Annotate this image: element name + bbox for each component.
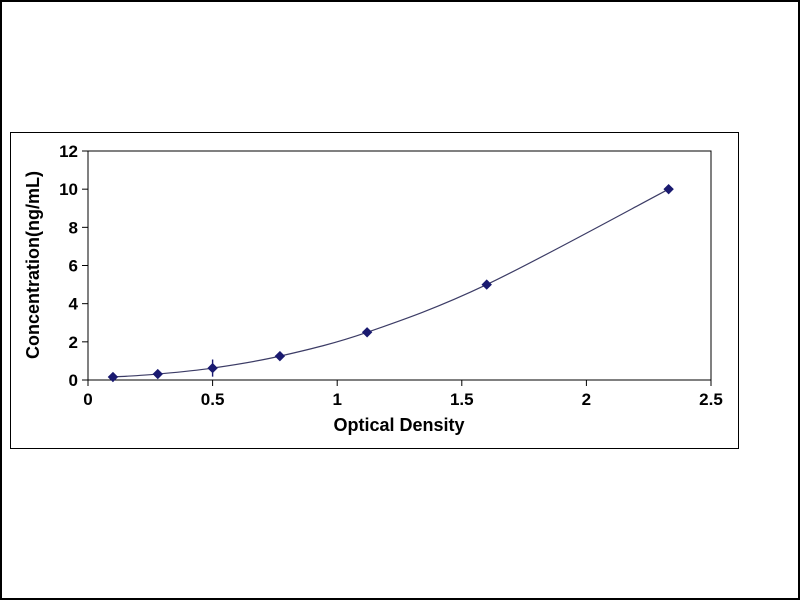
plot-area-border: [87, 150, 712, 381]
x-tick-label: 0.5: [201, 390, 225, 409]
data-point-marker: [207, 362, 218, 374]
x-tick-label: 2.5: [699, 390, 723, 409]
y-tick-label: 8: [69, 218, 78, 237]
data-point-marker: [107, 371, 119, 383]
standard-curve-plot: 0 2 4 6 8 10 12 0 0.5 1 1.5 2 2.5: [59, 142, 723, 409]
y-tick-label: 2: [69, 333, 78, 352]
data-point-marker: [152, 368, 163, 380]
x-tick-label: 1: [332, 390, 341, 409]
y-tick-label: 4: [69, 295, 79, 314]
y-tick-label: 6: [69, 257, 78, 276]
chart-frame: 0 2 4 6 8 10 12 0 0.5 1 1.5 2 2.5 Concentration(ng/m…: [10, 132, 739, 449]
data-point-marker: [481, 279, 492, 290]
y-tick-label: 12: [59, 142, 78, 161]
data-point-marker: [274, 350, 286, 362]
curve-line: [112, 188, 669, 378]
x-tick-label: 1.5: [450, 390, 474, 409]
y-tick-label: 10: [59, 180, 78, 199]
x-tick-label: 2: [582, 390, 591, 409]
data-point-marker: [361, 327, 373, 338]
y-tick-label: 0: [69, 371, 78, 390]
x-axis-title: Optical Density: [333, 415, 465, 435]
x-tick-label: 0: [83, 390, 92, 409]
y-axis-title: Concentration(ng/mL): [23, 171, 43, 359]
data-point-marker: [663, 183, 674, 195]
